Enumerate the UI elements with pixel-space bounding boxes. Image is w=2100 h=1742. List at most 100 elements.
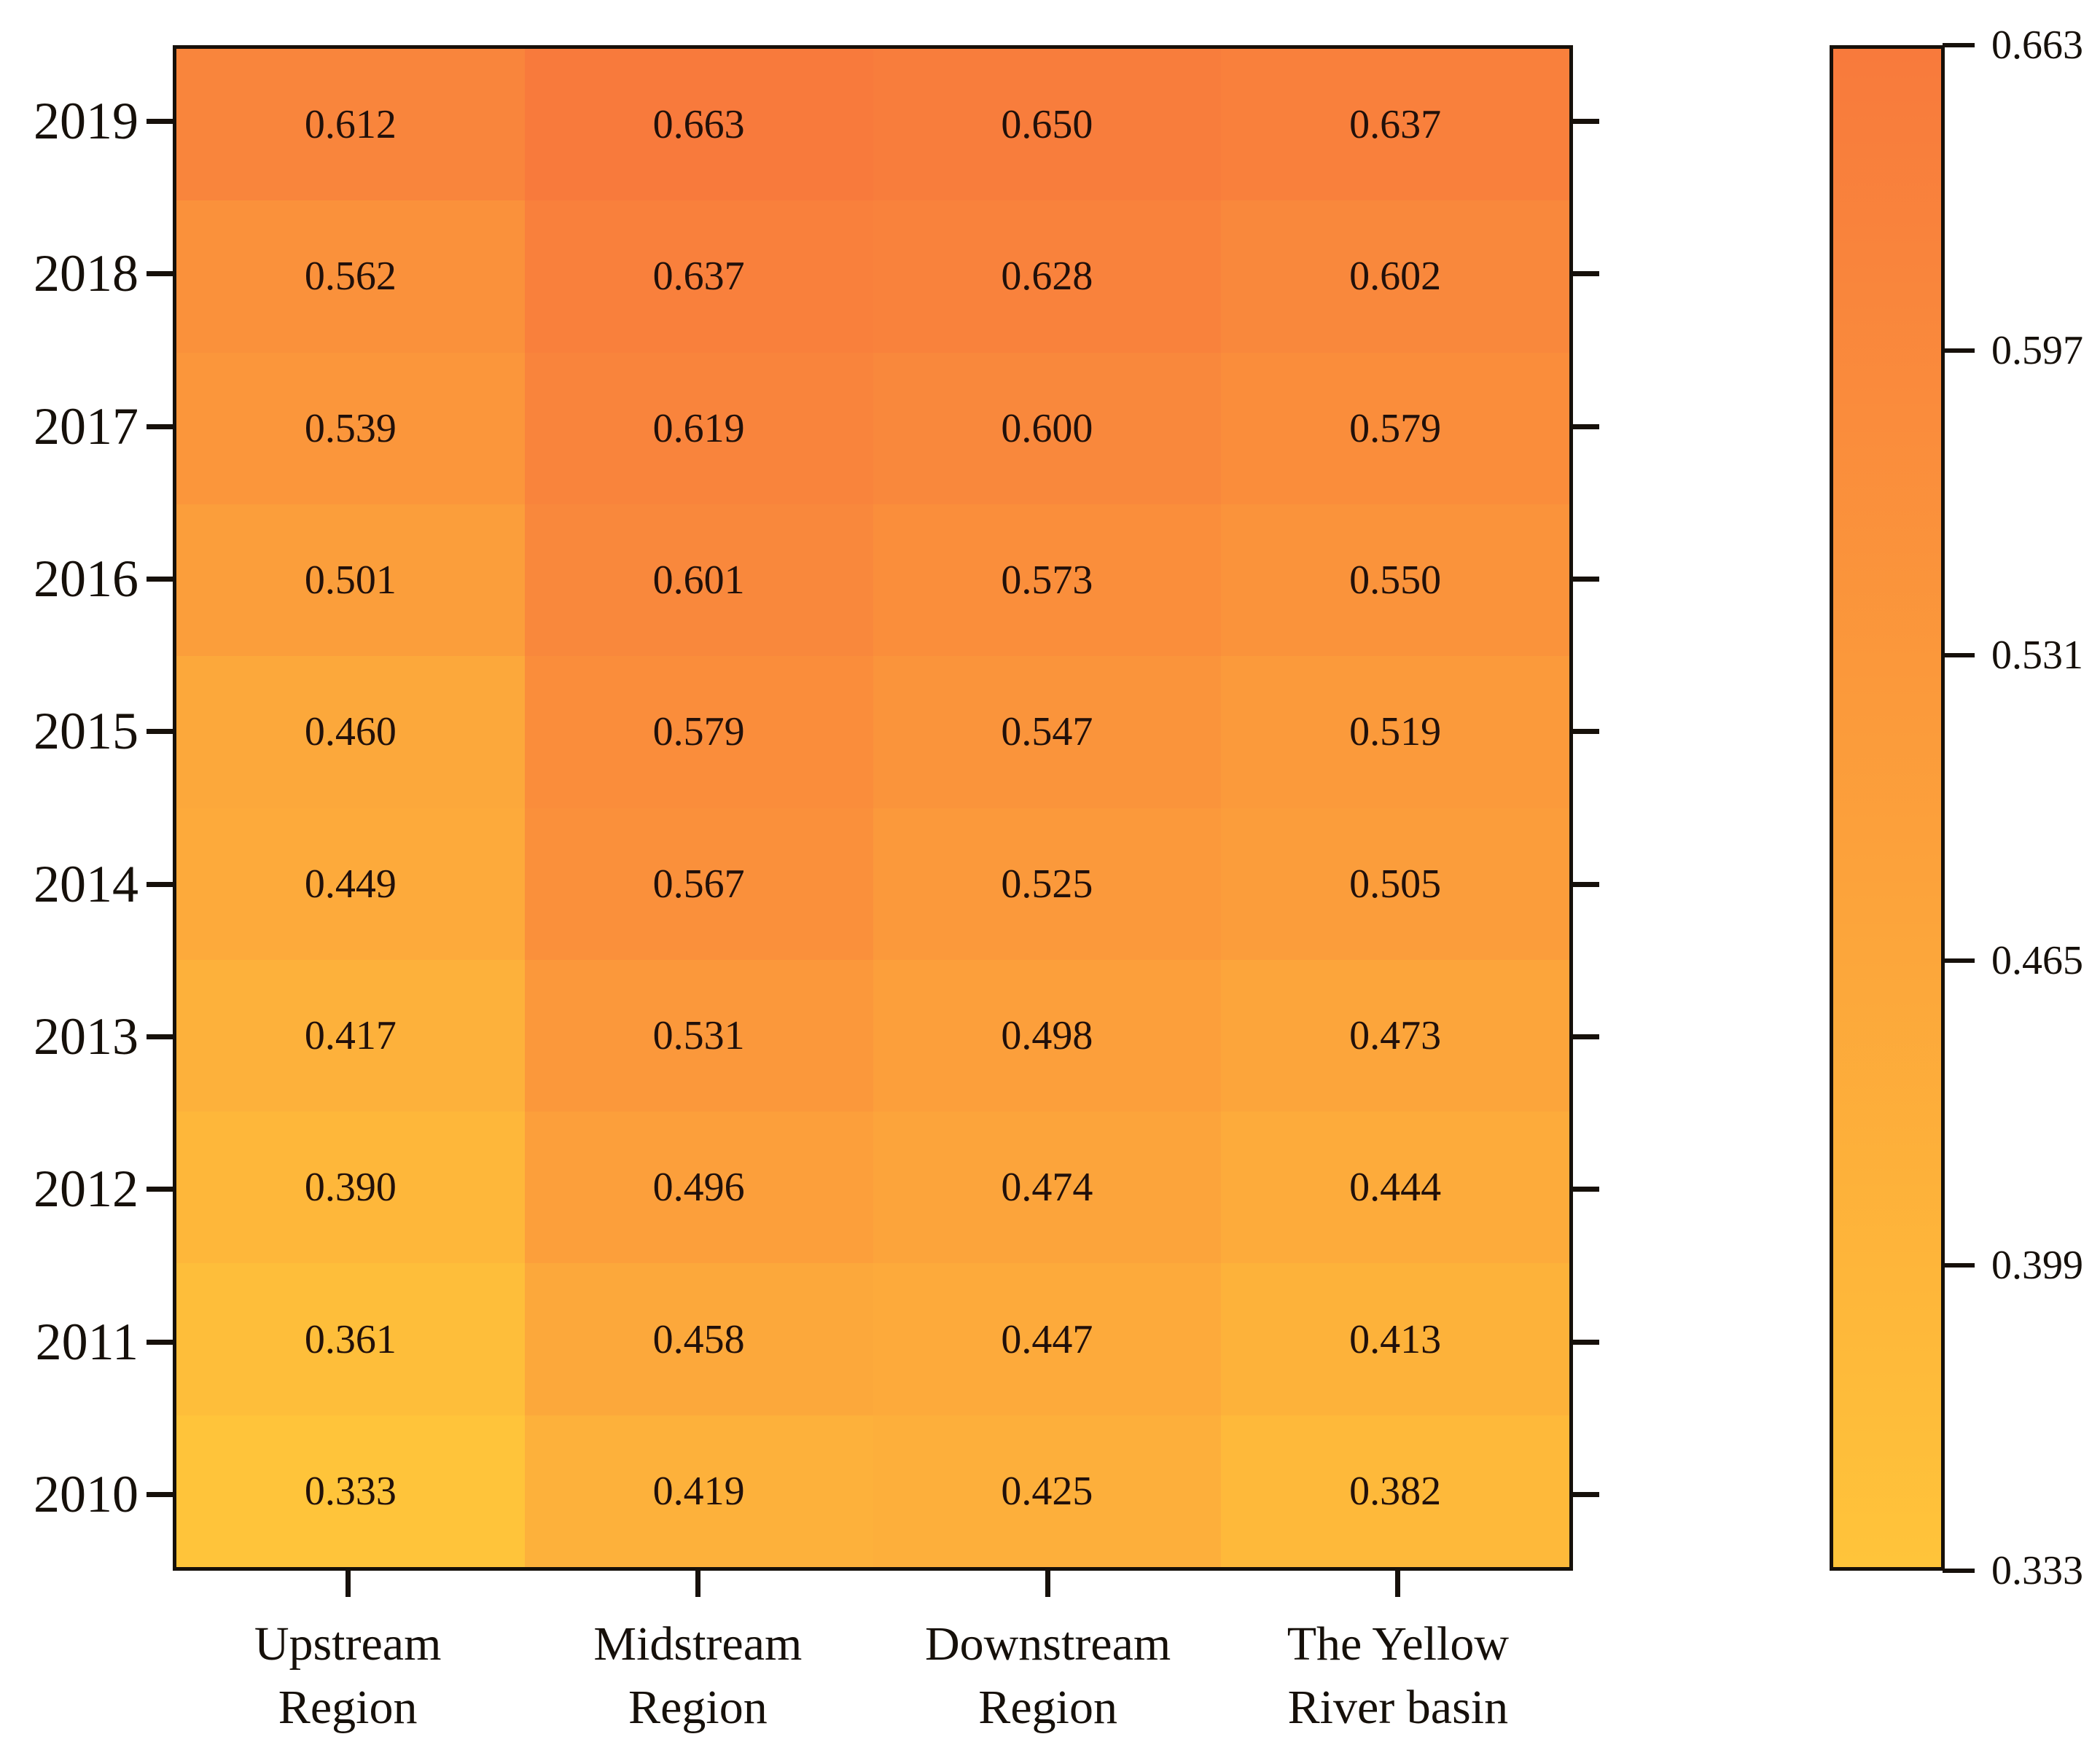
y-tick-mark [1573,881,1599,887]
heatmap-cell: 0.525 [873,808,1222,960]
y-tick [1573,198,1599,350]
cell-value: 0.382 [1349,1468,1442,1514]
heatmap-cell: 0.663 [524,49,873,201]
colorbar-tick-label: 0.399 [1991,1243,2083,1289]
y-tick-label: 2014 [34,854,138,913]
y-tick [147,351,173,503]
cell-value: 0.601 [652,558,745,604]
heatmap-cell: 0.602 [1221,200,1569,353]
cell-value: 0.550 [1349,558,1442,604]
y-tick-label: 2018 [34,244,138,303]
y-tick-mark [147,577,173,582]
cell-value: 0.498 [1001,1012,1093,1058]
heatmap-cell: 0.413 [1221,1263,1569,1415]
y-tick-mark [1573,119,1599,125]
heatmap-cell: 0.425 [873,1415,1222,1567]
y-tick-label: 2012 [34,1160,138,1219]
cell-value: 0.539 [304,405,397,451]
heatmap-cell: 0.496 [524,1112,873,1264]
x-tick-label-line: Midstream [593,1617,803,1671]
colorbar-tick-label: 0.597 [1991,327,2083,373]
heatmap-cell: 0.612 [176,49,525,201]
y-tick [1573,1418,1599,1571]
y-axis-ticks-right [1573,45,1599,1571]
cell-value: 0.628 [1001,254,1093,300]
y-tick-mark [147,1034,173,1039]
cell-value: 0.496 [652,1165,745,1211]
x-tick-label-line: Region [278,1681,418,1735]
y-tick-mark [1573,729,1599,735]
cell-value: 0.612 [304,102,397,148]
cell-value: 0.531 [652,1012,745,1058]
y-tick-mark [147,271,173,277]
cell-value: 0.501 [304,558,397,604]
colorbar-tick-mark [1943,348,1975,353]
heatmap-cell: 0.579 [524,656,873,808]
heatmap-cell: 0.637 [524,200,873,353]
x-tick-label-line: Region [628,1681,768,1735]
y-tick-mark [147,423,173,429]
y-tick-mark [147,881,173,887]
y-tick-mark [1573,1491,1599,1497]
colorbar-tick-label: 0.333 [1991,1548,2083,1593]
heatmap-cell: 0.460 [176,656,525,808]
heatmap-cell: 0.473 [1221,959,1569,1112]
heatmap-cell: 0.650 [873,49,1222,201]
cell-value: 0.474 [1001,1165,1093,1211]
y-tick [1573,1113,1599,1265]
x-tick-mark [1395,1571,1401,1597]
heatmap-grid: 0.612 0.663 0.650 0.637 0.562 0.637 0.628 0.602… [173,45,1573,1571]
y-tick [1573,655,1599,808]
cell-value: 0.390 [304,1165,397,1211]
y-tick [147,1418,173,1571]
y-tick-mark [1573,1187,1599,1192]
y-axis-ticks-left [147,45,173,1571]
heatmap-cell: 0.562 [176,200,525,353]
y-tick [147,45,173,198]
cell-value: 0.519 [1349,709,1442,755]
colorbar-tick-label: 0.531 [1991,633,2083,679]
colorbar-tick-mark [1943,1569,1975,1573]
heatmap-cell: 0.458 [524,1263,873,1415]
x-axis-labels: Upstream Region Midstream Region Downstream R… [173,1612,1573,1739]
x-tick [1223,1571,1573,1597]
y-tick-label: 2016 [34,550,138,609]
y-tick-mark [1573,271,1599,277]
y-tick [1573,45,1599,198]
heatmap-cell: 0.600 [873,352,1222,504]
cell-value: 0.447 [1001,1316,1093,1362]
heatmap-cell: 0.390 [176,1112,525,1264]
y-tick-mark [147,729,173,735]
cell-value: 0.663 [652,102,745,148]
cell-value: 0.505 [1349,861,1442,907]
x-tick-label: Downstream Region [873,1612,1223,1739]
x-tick-label-line: Upstream [254,1617,442,1671]
y-tick [1573,961,1599,1113]
colorbar-tick-mark [1943,1263,1975,1268]
y-tick-label: 2013 [34,1007,138,1066]
heatmap-cell: 0.361 [176,1263,525,1415]
cell-value: 0.525 [1001,861,1093,907]
y-tick [147,808,173,960]
x-tick [523,1571,873,1597]
cell-value: 0.460 [304,709,397,755]
heatmap-cell: 0.573 [873,504,1222,657]
y-tick-mark [1573,577,1599,582]
x-tick [173,1571,523,1597]
heatmap-cell: 0.550 [1221,504,1569,657]
colorbar-tick-mark [1943,43,1975,47]
cell-value: 0.425 [1001,1468,1093,1514]
heatmap-cell: 0.333 [176,1415,525,1567]
heatmap-cell: 0.447 [873,1263,1222,1415]
heatmap-cell: 0.539 [176,352,525,504]
heatmap-cell: 0.531 [524,959,873,1112]
colorbar-gradient [1830,45,1945,1571]
colorbar-tick-mark [1943,958,1975,963]
cell-value: 0.602 [1349,254,1442,300]
x-tick-label-line: The Yellow [1287,1617,1510,1671]
cell-value: 0.579 [1349,405,1442,451]
y-tick-label: 2011 [35,1312,138,1371]
heatmap-cell: 0.547 [873,656,1222,808]
y-tick [147,1113,173,1265]
